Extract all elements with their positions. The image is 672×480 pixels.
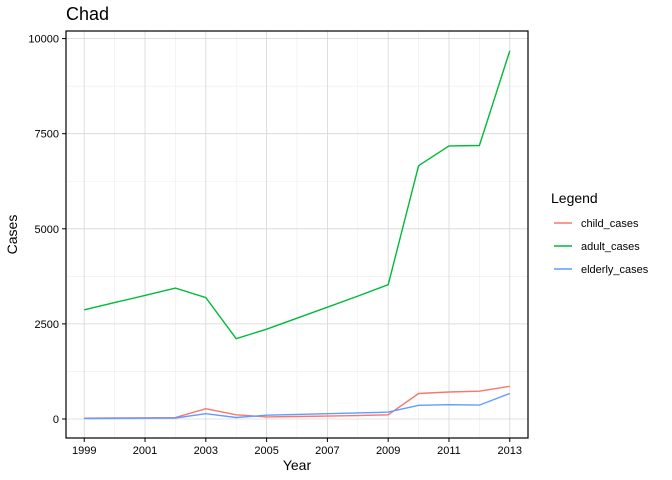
legend: Legend child_cases adult_cases elderly_cas… (551, 190, 649, 276)
y-tick-label: 10000 (28, 34, 59, 46)
x-axis-title: Year (283, 457, 312, 473)
series-line-elderly-cases (84, 392, 511, 420)
x-tick-label: 2003 (194, 445, 218, 457)
y-tick-label: 2500 (35, 319, 59, 331)
y-tick-label: 5000 (35, 224, 59, 236)
x-tick-label: 2005 (254, 445, 278, 457)
chart-title: Chad (66, 4, 109, 24)
legend-title: Legend (551, 190, 598, 206)
grid (66, 31, 528, 438)
plot-panel (65, 30, 529, 439)
y-tick-label: 7500 (35, 129, 59, 141)
legend-label-child-cases: child_cases (581, 218, 639, 230)
axes: 1999 2001 2003 2005 2007 2009 2011 2013 0 2500 500… (28, 34, 522, 457)
y-axis-title: Cases (4, 215, 20, 255)
series-lines (84, 50, 511, 420)
x-tick-label: 2013 (498, 445, 522, 457)
x-tick-label: 2001 (133, 445, 157, 457)
y-tick-label: 0 (53, 414, 59, 426)
legend-label-elderly-cases: elderly_cases (581, 264, 649, 276)
x-tick-label: 2007 (315, 445, 339, 457)
x-tick-label: 1999 (72, 445, 96, 457)
x-tick-label: 2011 (437, 445, 461, 457)
x-tick-label: 2009 (376, 445, 400, 457)
series-line-adult-cases (84, 50, 511, 340)
legend-label-adult-cases: adult_cases (581, 241, 640, 253)
